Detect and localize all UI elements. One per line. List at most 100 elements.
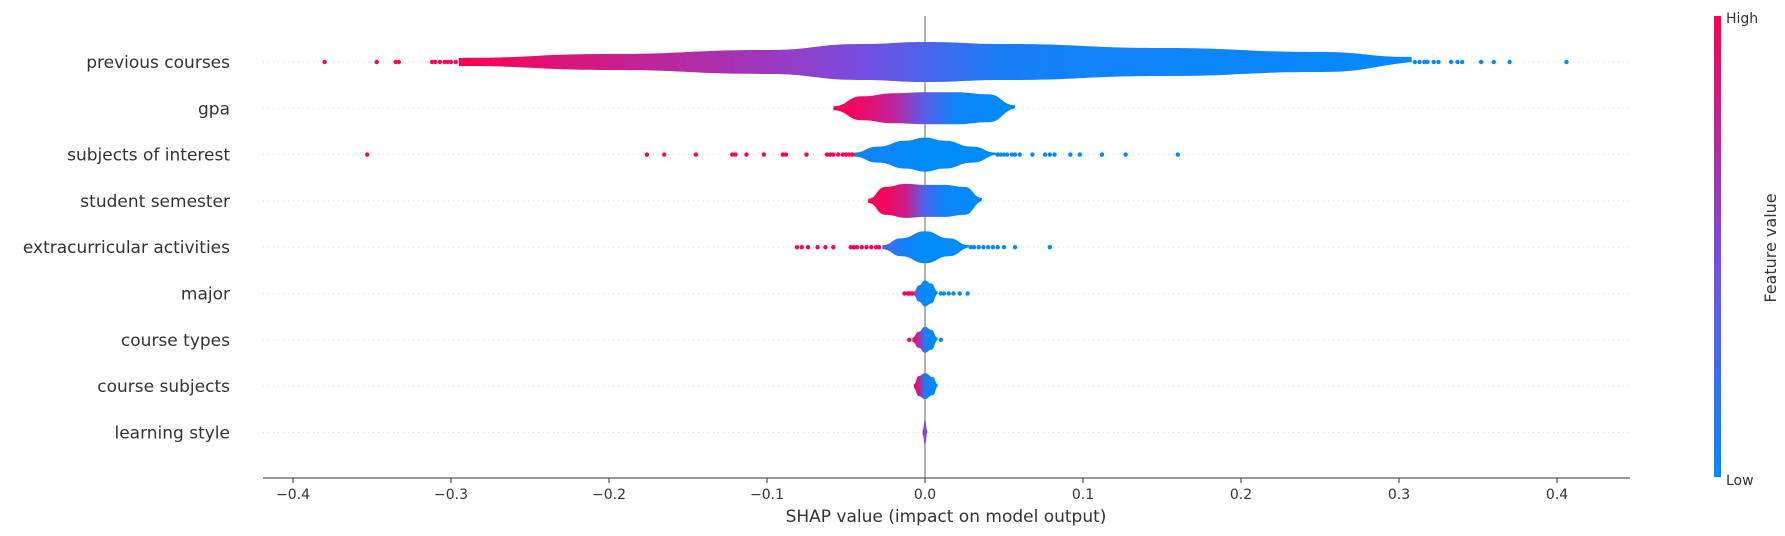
outlier-point bbox=[662, 152, 667, 157]
outlier-point bbox=[1478, 59, 1484, 65]
outlier-point bbox=[799, 245, 804, 250]
x-tick-label: 0.3 bbox=[1388, 487, 1410, 503]
outlier-point bbox=[902, 291, 907, 296]
outlier-point bbox=[396, 59, 402, 65]
outlier-point bbox=[1448, 59, 1454, 65]
outlier-point bbox=[941, 291, 947, 296]
outlier-point bbox=[981, 245, 986, 250]
outlier-point bbox=[437, 59, 443, 65]
outlier-point bbox=[990, 245, 996, 250]
outlier-point bbox=[831, 245, 836, 250]
feature-label: learning style bbox=[114, 423, 230, 443]
outlier-point bbox=[445, 59, 451, 65]
outlier-point bbox=[644, 152, 650, 157]
violin-body bbox=[882, 231, 970, 264]
x-tick-label: −0.3 bbox=[434, 487, 468, 503]
outlier-point bbox=[1077, 152, 1083, 157]
outlier-point bbox=[374, 59, 379, 65]
colorbar: High Low Feature value bbox=[1714, 11, 1780, 489]
outlier-point bbox=[1460, 59, 1465, 65]
outlier-point bbox=[393, 59, 398, 65]
violin-body bbox=[922, 420, 928, 445]
outlier-point bbox=[995, 152, 1000, 157]
outlier-point bbox=[986, 245, 991, 250]
outlier-point bbox=[846, 152, 852, 157]
outlier-point bbox=[864, 245, 869, 250]
colorbar-title: Feature value bbox=[1761, 193, 1780, 302]
outlier-point bbox=[1417, 59, 1422, 65]
feature-label: major bbox=[181, 285, 230, 305]
outlier-point bbox=[851, 245, 857, 250]
outlier-point bbox=[840, 152, 846, 157]
outlier-point bbox=[1175, 152, 1181, 157]
outlier-point bbox=[843, 152, 849, 157]
outlier-point bbox=[910, 291, 915, 296]
outlier-point bbox=[828, 152, 833, 157]
outlier-point bbox=[1001, 152, 1007, 157]
outlier-point bbox=[1491, 59, 1497, 65]
x-axis-title: SHAP value (impact on model output) bbox=[786, 507, 1107, 527]
outlier-point bbox=[998, 152, 1004, 157]
outlier-point bbox=[1030, 152, 1035, 157]
outlier-point bbox=[835, 152, 841, 157]
x-tick-label: 0.0 bbox=[914, 487, 936, 503]
outlier-point bbox=[1425, 59, 1430, 65]
violin-body bbox=[913, 373, 938, 400]
feature-label: course types bbox=[121, 331, 230, 351]
x-tick-label: −0.1 bbox=[750, 487, 784, 503]
outlier-point bbox=[1009, 152, 1015, 157]
x-tick-label: −0.2 bbox=[592, 487, 626, 503]
outlier-point bbox=[1001, 245, 1007, 250]
outlier-point bbox=[1047, 245, 1053, 250]
outlier-point bbox=[1017, 152, 1022, 157]
outlier-point bbox=[322, 59, 327, 65]
violin-plots bbox=[322, 42, 1569, 445]
outlier-point bbox=[1052, 152, 1057, 157]
outlier-point bbox=[1564, 59, 1569, 65]
x-tick-label: −0.4 bbox=[276, 487, 310, 503]
outlier-point bbox=[869, 245, 874, 250]
outlier-point bbox=[824, 152, 830, 157]
outlier-point bbox=[1012, 152, 1018, 157]
outlier-point bbox=[850, 152, 855, 157]
violin-body bbox=[833, 92, 1016, 125]
colorbar-gradient bbox=[1714, 16, 1721, 477]
outlier-point bbox=[1123, 152, 1128, 157]
outlier-point bbox=[1068, 152, 1073, 157]
outlier-point bbox=[730, 152, 735, 157]
outlier-point bbox=[1004, 152, 1010, 157]
outlier-point bbox=[429, 59, 435, 65]
outlier-point bbox=[938, 291, 943, 296]
outlier-point bbox=[1099, 152, 1105, 157]
outlier-point bbox=[831, 152, 836, 157]
outlier-point bbox=[365, 152, 370, 157]
violin-body bbox=[853, 137, 997, 172]
feature-label: gpa bbox=[198, 99, 230, 119]
x-tick-label: 0.1 bbox=[1072, 487, 1094, 503]
outlier-point bbox=[794, 245, 800, 250]
colorbar-low-label: Low bbox=[1726, 473, 1754, 489]
outlier-point bbox=[1047, 152, 1053, 157]
outlier-point bbox=[854, 245, 860, 250]
outlier-point bbox=[876, 245, 882, 250]
outlier-point bbox=[938, 337, 943, 342]
outlier-point bbox=[971, 245, 977, 250]
feature-labels: previous courses gpa subjects of interest s… bbox=[23, 53, 230, 443]
x-tick-label: 0.4 bbox=[1546, 487, 1568, 503]
outlier-point bbox=[815, 245, 820, 250]
outlier-point bbox=[783, 152, 789, 157]
feature-label: subjects of interest bbox=[67, 146, 230, 166]
violin-body bbox=[868, 183, 982, 218]
outlier-point bbox=[1042, 152, 1048, 157]
outlier-point bbox=[805, 245, 811, 250]
x-tick-label: 0.2 bbox=[1230, 487, 1252, 503]
outlier-point bbox=[761, 152, 767, 157]
violin-body bbox=[458, 42, 1412, 82]
outlier-point bbox=[957, 291, 962, 296]
outlier-point bbox=[744, 152, 749, 157]
outlier-point bbox=[946, 291, 951, 296]
outlier-point bbox=[433, 59, 438, 65]
feature-label: extracurricular activities bbox=[23, 238, 230, 258]
outlier-point bbox=[453, 59, 458, 65]
outlier-point bbox=[693, 152, 699, 157]
